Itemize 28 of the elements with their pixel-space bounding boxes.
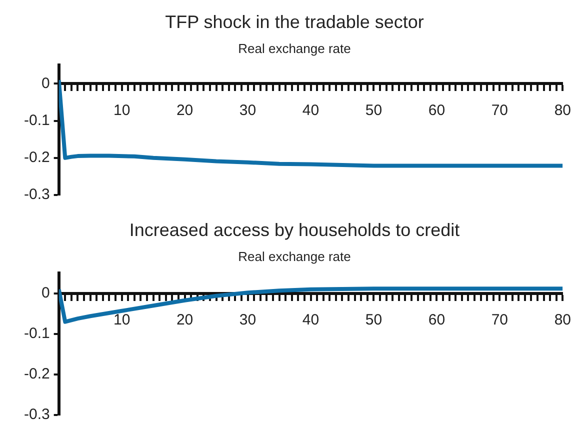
x-tick-label: 60	[428, 102, 446, 119]
y-tick-label: -0.3	[24, 406, 50, 424]
x-tick-label: 10	[113, 312, 130, 329]
y-tick-label: 0	[42, 284, 50, 302]
x-tick-label: 60	[428, 312, 446, 329]
chart-subtitle: Real exchange rate	[238, 40, 351, 56]
y-tick-label: 0	[42, 74, 50, 92]
y-tick-label: -0.2	[24, 149, 50, 166]
chart-title: TFP shock in the tradable sector	[165, 12, 424, 32]
x-tick-label: 70	[491, 102, 508, 119]
x-tick-label: 20	[176, 312, 194, 329]
x-tick-label: 50	[365, 102, 382, 119]
x-tick-label: 30	[239, 102, 256, 119]
x-tick-label: 10	[113, 102, 130, 119]
chart-subtitle: Real exchange rate	[238, 248, 351, 264]
x-tick-label: 20	[176, 102, 194, 119]
x-tick-label: 50	[365, 312, 382, 329]
y-tick-label: -0.1	[24, 325, 50, 342]
y-tick-label: -0.3	[24, 186, 50, 204]
x-tick-label: 40	[302, 312, 320, 329]
y-tick-label: -0.2	[24, 366, 50, 383]
x-tick-label: 40	[302, 102, 320, 119]
chart-title: Increased access by households to credit	[129, 220, 460, 240]
x-tick-label: 80	[554, 312, 571, 329]
x-tick-label: 70	[491, 312, 508, 329]
y-tick-label: -0.1	[24, 112, 50, 129]
x-tick-label: 80	[554, 102, 571, 119]
x-tick-label: 30	[239, 312, 256, 329]
